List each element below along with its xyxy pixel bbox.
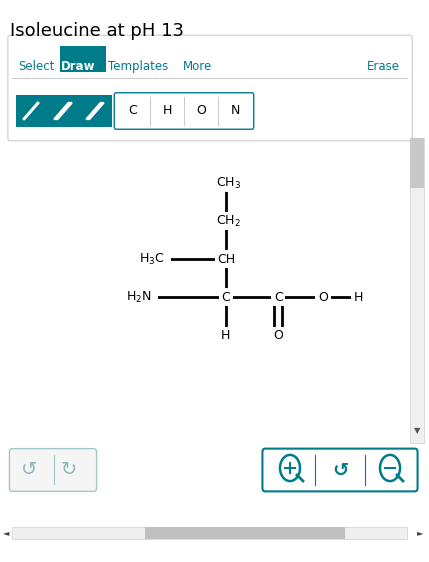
Bar: [410, 138, 424, 188]
Bar: [272, 288, 285, 306]
FancyBboxPatch shape: [16, 95, 48, 127]
Text: ↺: ↺: [332, 460, 348, 479]
Bar: [12, 527, 407, 539]
Text: H$_3$C: H$_3$C: [139, 252, 165, 267]
Text: CH$_2$: CH$_2$: [216, 214, 241, 229]
FancyBboxPatch shape: [263, 448, 417, 491]
FancyBboxPatch shape: [8, 35, 412, 141]
Bar: [130, 288, 158, 306]
FancyBboxPatch shape: [60, 46, 106, 72]
Text: N: N: [230, 105, 240, 117]
Text: Erase: Erase: [367, 60, 400, 73]
Text: C: C: [221, 291, 230, 304]
Bar: [211, 212, 240, 230]
Text: ▼: ▼: [414, 426, 420, 435]
Text: ↻: ↻: [61, 460, 77, 479]
Text: Isoleucine at pH 13: Isoleucine at pH 13: [10, 22, 184, 40]
Text: ►: ►: [417, 528, 423, 537]
Text: O: O: [318, 291, 328, 304]
FancyBboxPatch shape: [9, 448, 97, 491]
Bar: [219, 288, 233, 306]
FancyBboxPatch shape: [114, 93, 254, 129]
FancyBboxPatch shape: [80, 95, 112, 127]
Text: CH: CH: [218, 253, 236, 266]
Text: More: More: [183, 60, 213, 73]
Bar: [351, 288, 366, 306]
Text: CH$_3$: CH$_3$: [216, 176, 241, 191]
FancyBboxPatch shape: [48, 95, 80, 127]
Text: C: C: [129, 105, 137, 117]
Text: ↺: ↺: [21, 460, 37, 479]
Text: ◄: ◄: [3, 528, 9, 537]
Text: Select: Select: [18, 60, 54, 73]
Text: H$_2$N: H$_2$N: [127, 290, 152, 305]
Text: C: C: [274, 291, 283, 304]
Bar: [410, 138, 424, 443]
Text: Draw: Draw: [61, 60, 95, 73]
Bar: [270, 327, 287, 345]
Bar: [219, 327, 233, 345]
Bar: [145, 527, 345, 539]
Text: O: O: [273, 329, 283, 342]
Text: H: H: [354, 291, 363, 304]
Bar: [315, 288, 331, 306]
Text: H: H: [221, 329, 230, 342]
Bar: [214, 251, 237, 269]
Text: H: H: [162, 105, 172, 117]
Bar: [143, 251, 171, 269]
Bar: [211, 174, 240, 192]
Text: O: O: [196, 105, 206, 117]
Text: Templates: Templates: [108, 60, 168, 73]
